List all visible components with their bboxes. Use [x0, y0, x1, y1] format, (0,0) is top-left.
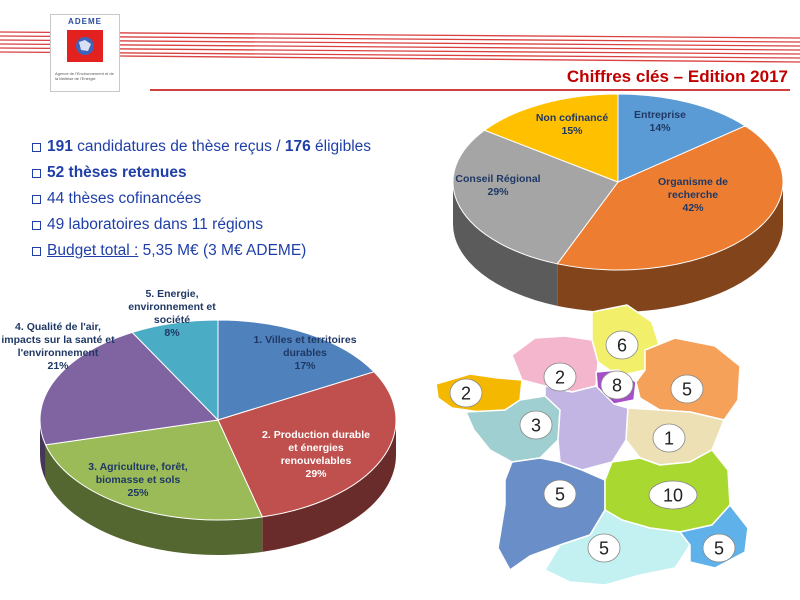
pie-side-3-agriculture-for-t-biomasse-et-sols [45, 444, 263, 555]
region-count-paca: 5 [702, 533, 736, 563]
svg-text:3: 3 [531, 416, 541, 436]
svg-text:1: 1 [664, 429, 674, 449]
list-item: 44 thèses cofinancées [30, 186, 460, 212]
svg-text:5: 5 [682, 380, 692, 400]
checkbox-bullet-icon [32, 168, 41, 178]
list-item: 49 laboratoires dans 11 régions [30, 212, 460, 238]
checkbox-bullet-icon [32, 220, 41, 230]
region-count-pays-de-la-loire: 3 [519, 410, 553, 440]
pie-slice-entreprise [617, 93, 747, 183]
pie1-label-conseil-r-gional: Conseil Régional 29% [455, 173, 540, 198]
logo-mark-icon [67, 30, 103, 62]
pie-side-conseil-r-gional [453, 182, 558, 306]
list-item: 191 candidatures de thèse reçus / 176 él… [30, 134, 460, 160]
region-count-bourgogne-franche-comte: 1 [652, 423, 686, 453]
pie-slice-3-agriculture-for-t-biomasse-et-sols [44, 419, 263, 521]
pie-side-2-production-durable-et-nergies-renouvelables [262, 420, 396, 552]
list-item: Budget total : 5,35 M€ (3 M€ ADEME) [30, 238, 460, 264]
candidatures-text: candidatures de thèse reçus / [72, 138, 285, 155]
checkbox-bullet-icon [32, 142, 41, 152]
svg-text:5: 5 [555, 485, 565, 505]
pie1-label-entreprise: Entreprise 14% [634, 109, 686, 134]
pie1-label-non-cofinanc: Non cofinancé 15% [536, 112, 609, 137]
region-count-auvergne-rhone-alpes: 10 [648, 480, 698, 510]
svg-text:8: 8 [612, 376, 622, 396]
pie2-label-4-qualit-de-l-air-impacts-sur-la-sant-et-l-environnement: 4. Qualité de l'air, impacts sur la santé… [1, 321, 115, 372]
pie2-label-2-production-durable-et-nergies-renouvelables: 2. Production durable et énergies renouvel… [262, 429, 370, 480]
pie-slice-4-qualit-de-l-air-impacts-sur-la-sant-et-l-environnement [39, 331, 220, 446]
region-count-hauts-de-france: 6 [605, 330, 639, 360]
checkbox-bullet-icon [32, 246, 41, 256]
checkbox-bullet-icon [32, 194, 41, 204]
region-count-normandie: 2 [543, 362, 577, 392]
pie-side-organisme-de-recherche [557, 182, 783, 312]
pie-slice-organisme-de-recherche [556, 125, 784, 271]
svg-text:2: 2 [555, 368, 565, 388]
region-count-nouvelle-aquitaine: 5 [543, 479, 577, 509]
eligibles-text: éligibles [310, 138, 372, 155]
svg-text:10: 10 [663, 486, 683, 506]
laboratoires: 49 laboratoires dans 11 régions [47, 216, 263, 233]
svg-text:2: 2 [461, 384, 471, 404]
pie-slice-5-energie-environnement-et-soci-t [131, 319, 219, 422]
pie-slice-2-production-durable-et-nergies-renouvelables [217, 371, 397, 518]
pie-slice-conseil-r-gional [452, 129, 619, 265]
list-item: 52 thèses retenues [30, 160, 460, 186]
eligibles-count: 176 [284, 138, 311, 155]
ademe-logo: ADEME Agence de l'Environnement et de la… [50, 14, 120, 92]
pie-side-4-qualit-de-l-air-impacts-sur-la-sant-et-l-environnement [40, 420, 46, 480]
pie2-label-5-energie-environnement-et-soci-t: 5. Energie, environnement et société 8% [128, 288, 216, 339]
region-count-ile-de-france: 8 [600, 370, 634, 400]
svg-text:5: 5 [599, 539, 609, 559]
slide-title: Chiffres clés – Edition 2017 [566, 67, 788, 86]
key-figures-list: 191 candidatures de thèse reçus / 176 él… [30, 134, 460, 264]
pie2-label-1-villes-et-territoires-durables: 1. Villes et territoires durables 17% [253, 334, 356, 372]
pie2-label-3-agriculture-for-t-biomasse-et-sols: 3. Agriculture, forêt, biomasse et sols 25… [88, 461, 187, 499]
header-stripes [0, 31, 800, 91]
logo-tagline: Agence de l'Environnement et de la Maîtr… [55, 71, 114, 81]
pie-slice-1-villes-et-territoires-durables [217, 319, 375, 421]
theses-retenues: 52 thèses retenues [47, 164, 187, 181]
pie-slice-non-cofinanc [483, 93, 619, 183]
region-count-grand-est: 5 [670, 374, 704, 404]
region-count-bretagne: 2 [449, 378, 483, 408]
region-count-occitanie: 5 [587, 533, 621, 563]
svg-text:5: 5 [714, 539, 724, 559]
budget-label: Budget total : [47, 242, 139, 259]
budget-value: 5,35 M€ (3 M€ ADEME) [138, 242, 307, 259]
logo-brand: ADEME [68, 17, 102, 26]
candidatures-count: 191 [47, 138, 73, 155]
svg-text:6: 6 [617, 336, 627, 356]
theses-cofinancees: 44 thèses cofinancées [47, 190, 202, 207]
pie1-label-organisme-de-recherche: Organisme de recherche 42% [658, 176, 728, 214]
